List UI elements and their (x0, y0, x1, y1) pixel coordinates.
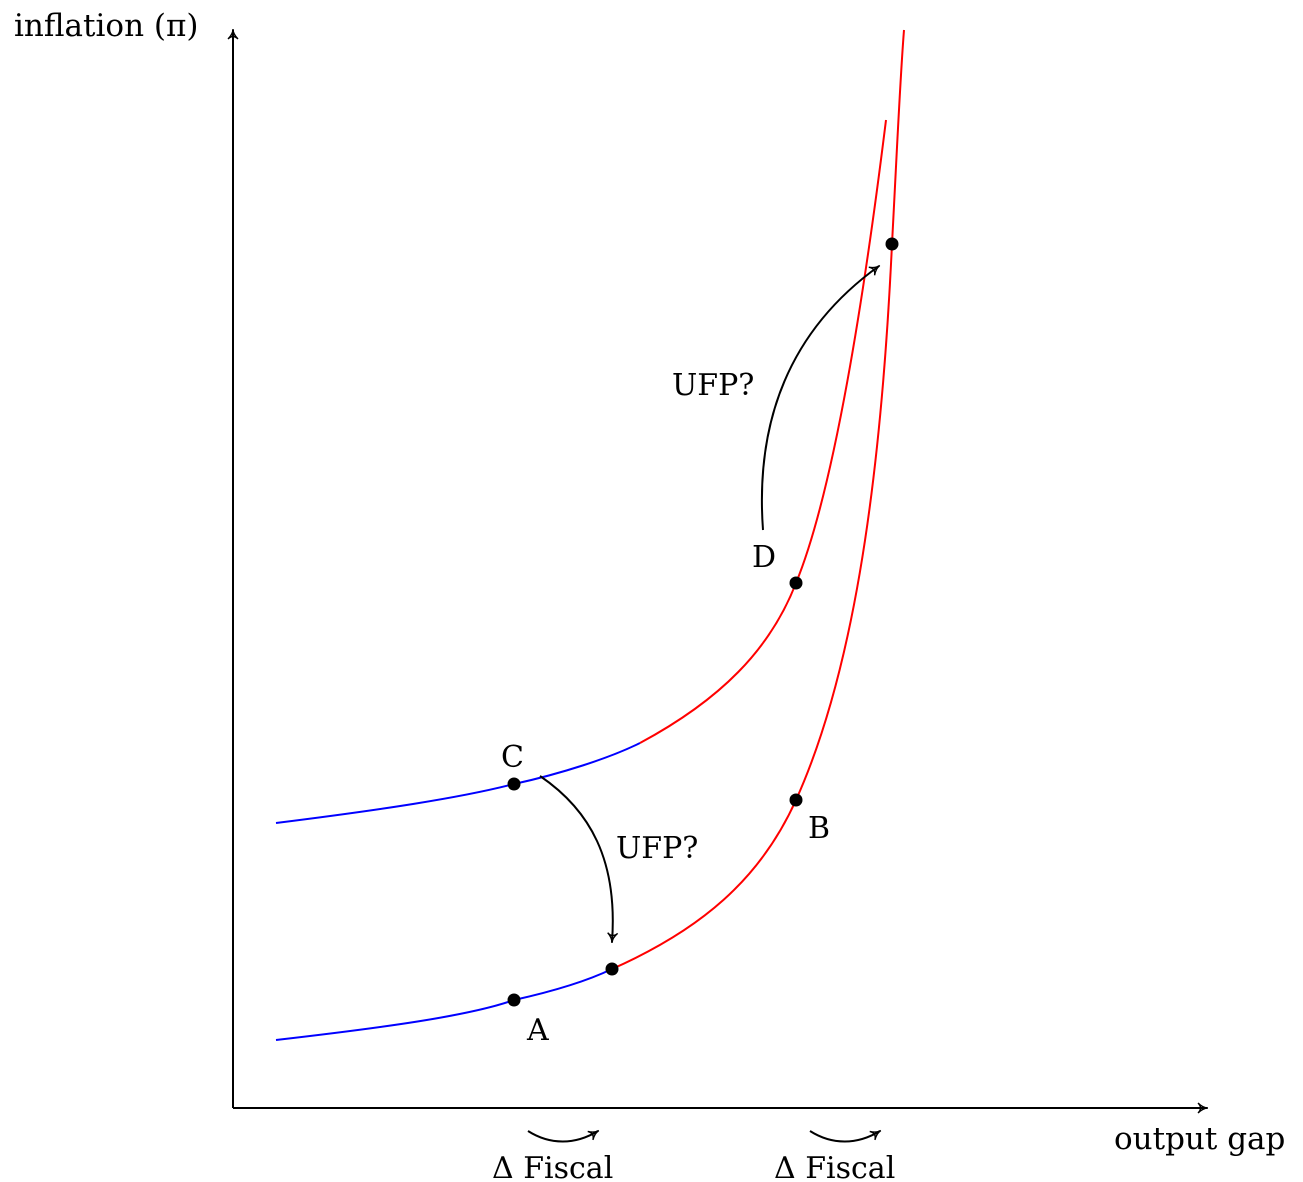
y-axis-label: inflation (π) (14, 8, 198, 44)
fiscal-arrow-1 (527, 1129, 600, 1143)
point-lower-kink-marker (605, 962, 619, 976)
point-b-marker (789, 793, 803, 807)
lower-curve-blue-segment (275, 968, 613, 1041)
ufp-arrow-lower (539, 775, 619, 944)
point-d-label: D (752, 540, 776, 575)
fiscal-2-label: Δ Fiscal (774, 1151, 895, 1182)
point-b-label: B (808, 811, 830, 846)
point-a-label: A (526, 1013, 549, 1048)
point-top-marker (885, 237, 899, 251)
point-d-marker (789, 576, 803, 590)
upper-curve-red-segment (639, 119, 887, 744)
ufp-lower-label: UFP? (616, 831, 698, 866)
fiscal-1-label: Δ Fiscal (492, 1151, 613, 1182)
upper-curve-blue-segment (275, 742, 641, 824)
point-c-label: C (501, 740, 524, 775)
ufp-upper-label: UFP? (672, 368, 754, 403)
point-a-marker (507, 993, 521, 1007)
fiscal-arrow-2 (809, 1129, 882, 1143)
point-c-marker (507, 777, 521, 791)
ufp-arrow-upper (760, 264, 881, 531)
lower-curve-red-segment (611, 29, 905, 970)
x-axis-label: output gap (1114, 1121, 1285, 1157)
